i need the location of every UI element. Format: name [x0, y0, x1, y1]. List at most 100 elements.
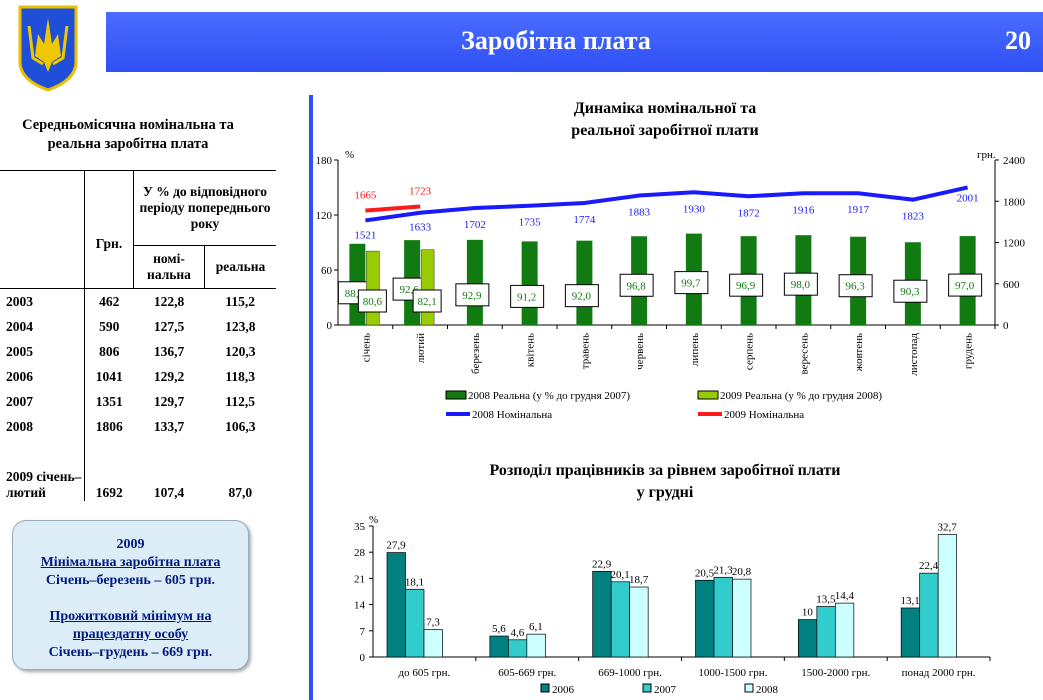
category-label: 669-1000 грн. — [598, 667, 662, 679]
cell-year: 2007 — [6, 393, 33, 409]
line-2008-nominal-label: 1872 — [738, 207, 760, 219]
cell-real: 106,3 — [225, 418, 256, 434]
header-bar: Заробітна плата 20 — [106, 12, 1043, 72]
chart2-title: у грудні — [637, 484, 694, 501]
legend-label: 2006 — [552, 684, 575, 696]
data-label: 10 — [802, 607, 814, 619]
table-row: 2009 січень–лютий 1692 107,4 87,0 — [0, 439, 276, 501]
cell-nominal: 136,7 — [153, 343, 185, 359]
month-label: березень — [470, 333, 482, 374]
line-2008-nominal-label: 1883 — [628, 207, 651, 219]
cell-real: 120,3 — [225, 343, 256, 359]
data-label: 90,3 — [900, 286, 920, 298]
data-label-box — [510, 284, 545, 308]
month-label: лютий — [415, 333, 427, 363]
month-label: листопад — [908, 333, 920, 376]
month-label: січень — [360, 333, 372, 362]
month-label: серпень — [744, 333, 756, 370]
data-label: 13,1 — [901, 595, 920, 607]
data-label: 18,1 — [405, 576, 424, 588]
bar-2007 — [507, 639, 528, 658]
data-label: 80,6 — [363, 296, 383, 308]
data-label: 96,9 — [736, 280, 756, 292]
left-tick-label: 180 — [316, 155, 333, 167]
cell-uah: 1041 — [84, 364, 134, 389]
coat-of-arms — [17, 4, 79, 92]
bar-2007 — [816, 606, 836, 658]
bar-2008-real — [466, 239, 483, 325]
data-label: 13,5 — [816, 593, 836, 605]
line-2009-nominal-label: 1723 — [409, 186, 432, 198]
data-label: 20,5 — [695, 567, 715, 579]
cell-nominal: 127,5 — [153, 318, 185, 334]
bar-2007 — [919, 572, 939, 658]
data-label: 20,1 — [611, 569, 630, 581]
data-label: 96,3 — [846, 281, 866, 293]
data-label: 92,0 — [572, 291, 592, 303]
left-axis-unit: % — [345, 149, 354, 161]
y-tick-label: 14 — [354, 600, 366, 612]
data-label: 7,3 — [426, 617, 440, 629]
line-2008-nominal-label: 1917 — [847, 204, 870, 216]
bar-2008 — [629, 586, 649, 658]
cell-nominal: 122,8 — [153, 293, 185, 309]
bar-2008-real — [576, 240, 593, 325]
data-label-box — [412, 289, 442, 313]
bar-2006 — [695, 579, 715, 658]
cell-nominal: 129,7 — [153, 393, 185, 409]
right-tick-label: 1200 — [1003, 238, 1026, 250]
legend-swatch — [744, 683, 754, 693]
legend-label: 2009 Реальна (у % до грудня 2008) — [720, 390, 882, 402]
y-tick-label: 7 — [360, 626, 366, 638]
y-axis-unit: % — [369, 514, 378, 526]
data-label-box — [783, 272, 818, 296]
bar-2007 — [610, 581, 631, 658]
bar-2006 — [592, 570, 612, 658]
y-tick-label: 0 — [360, 652, 366, 664]
bar-2008 — [732, 578, 752, 658]
cell-nominal: 107,4 — [153, 485, 185, 500]
month-label: липень — [689, 333, 701, 366]
data-label-box — [564, 284, 599, 308]
cell-uah: 1692 — [84, 439, 134, 501]
data-label: 91,2 — [517, 291, 536, 303]
cell-nominal: 133,7 — [153, 418, 185, 434]
data-label: 22,9 — [592, 558, 612, 570]
data-label: 27,9 — [386, 540, 406, 552]
cell-real: 87,0 — [228, 485, 253, 500]
cell-real: 123,8 — [225, 318, 256, 334]
cell-uah: 462 — [84, 288, 134, 314]
data-label: 98,0 — [791, 279, 811, 291]
legend-swatch — [445, 390, 467, 400]
cell-real: 115,2 — [225, 293, 256, 309]
data-label: 20,8 — [732, 566, 752, 578]
cell-uah: 806 — [84, 339, 134, 364]
data-label: 32,7 — [938, 522, 958, 534]
page-number: 20 — [1005, 26, 1031, 55]
legend-label: 2008 Номінальна — [472, 409, 552, 421]
col-real: реальна — [204, 245, 276, 289]
subsistence-value: Січень–грудень – 669 грн. — [48, 645, 213, 660]
cell-year: 2008 — [6, 418, 33, 434]
subsistence-label: Прожитковий мінімум на працездатну особу — [49, 609, 212, 642]
data-label: 21,3 — [713, 564, 733, 576]
category-label: до 605 грн. — [399, 667, 451, 679]
data-label-box — [838, 274, 873, 298]
data-label-box — [619, 273, 654, 297]
y-tick-label: 35 — [354, 521, 366, 533]
data-label: 6,1 — [529, 621, 543, 633]
cell-uah: 590 — [84, 314, 134, 339]
divider — [309, 95, 313, 700]
cell-year: 2004 — [6, 318, 33, 334]
cell-nominal: 129,2 — [153, 368, 185, 384]
col-uah: Грн. — [84, 170, 134, 289]
legend-swatch — [642, 683, 652, 693]
table-title-line: Середньомісячна номінальна та — [22, 117, 234, 133]
y-tick-label: 28 — [354, 547, 366, 559]
table-title-line: реальна заробітна плата — [47, 136, 209, 152]
bar-2007 — [405, 588, 425, 658]
legend-swatch — [697, 390, 719, 400]
data-label: 82,1 — [418, 296, 437, 308]
cell-uah: 1351 — [84, 389, 134, 414]
